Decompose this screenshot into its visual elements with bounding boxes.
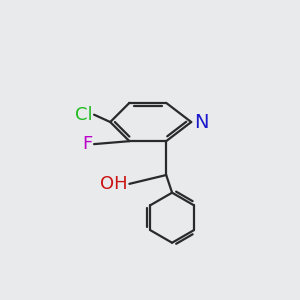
Text: OH: OH [100,175,128,193]
Text: Cl: Cl [75,106,93,124]
Text: N: N [194,112,209,131]
Text: F: F [82,135,93,153]
